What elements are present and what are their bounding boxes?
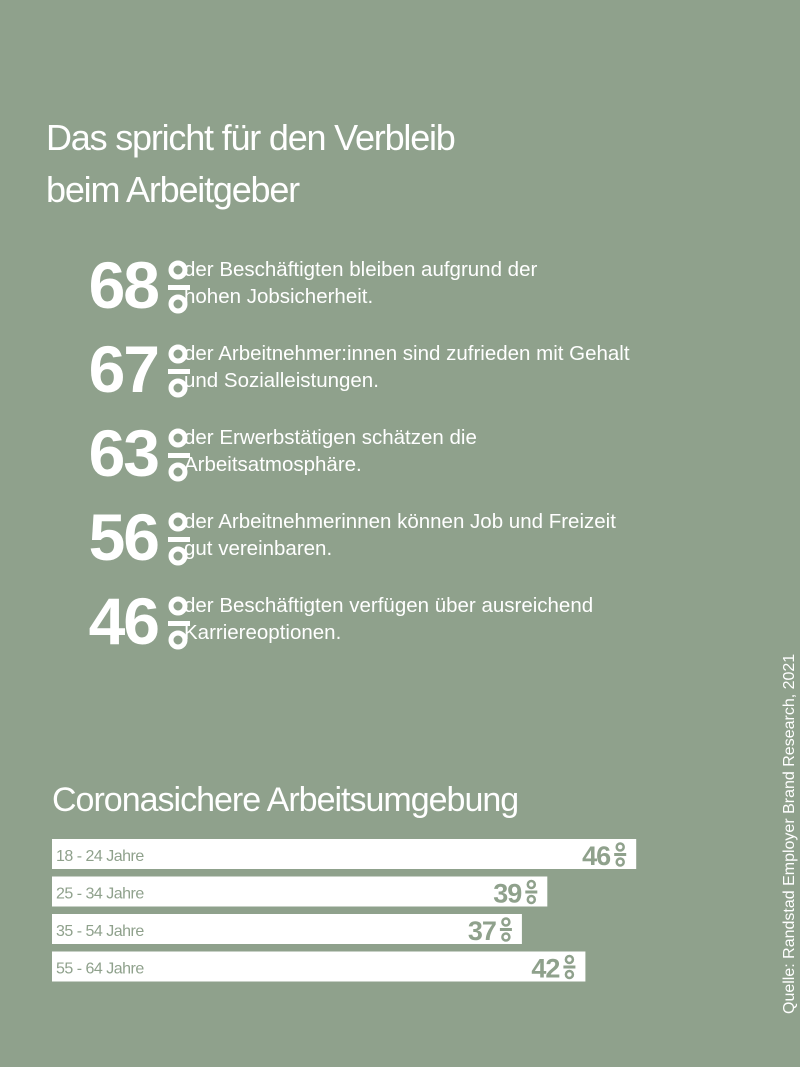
chart-title: Coronasichere Arbeitsumgebung: [52, 781, 519, 819]
source-note: Quelle: Randstad Employer Brand Research…: [781, 653, 798, 1014]
stat-value: 68: [88, 248, 160, 322]
percent-dot-top: [526, 879, 537, 890]
headline-line-2: beim Arbeitgeber: [46, 169, 300, 210]
stat-description: der Erwerbstätigen schätzen die Arbeitsa…: [184, 426, 477, 476]
bar: [52, 914, 522, 944]
percent-sign-icon: [168, 428, 190, 482]
stat-value: 56: [88, 500, 160, 574]
stat-row: 68 der Beschäftigten bleiben aufgrund de…: [46, 250, 766, 320]
stat-description: der Beschäftigten bleiben aufgrund der h…: [184, 258, 538, 308]
stat-value: 67: [88, 332, 160, 406]
percent-bar: [614, 853, 627, 856]
percent-sign-icon: [563, 954, 576, 980]
percent-bar: [563, 965, 576, 969]
percent-sign-icon: [168, 512, 190, 566]
percent-dot-bottom: [526, 894, 537, 905]
percent-dot-bottom: [501, 932, 511, 942]
bar: [52, 876, 548, 907]
bar-category-label: 35 - 54 Jahre: [56, 923, 144, 940]
bar-value-label: 37: [468, 916, 496, 946]
percent-sign-icon: [525, 879, 538, 905]
stat-row: 63 der Erwerbstätigen schätzen die Arbei…: [46, 418, 766, 488]
percent-sign-icon: [168, 344, 190, 398]
percent-sign-icon: [168, 596, 190, 650]
percent-dot-top: [564, 954, 575, 965]
percent-dot-bottom: [564, 969, 575, 980]
stat-row: 56 der Arbeitnehmerinnen können Job und …: [46, 502, 766, 572]
bar-value-label: 39: [493, 879, 522, 909]
bar-value-label: 42: [531, 954, 559, 984]
percent-dot-top: [501, 917, 511, 927]
bar-value-label: 46: [582, 841, 611, 871]
percent-dot-top: [615, 842, 625, 852]
percent-sign-icon: [614, 842, 627, 867]
percent-sign-icon: [499, 917, 512, 942]
headline-line-1: Das spricht für den Verbleib: [46, 117, 456, 158]
stat-value: 63: [88, 416, 160, 490]
bar-category-label: 18 - 24 Jahre: [56, 848, 144, 865]
bar: [52, 951, 586, 982]
stat-description: der Beschäftigten verfügen über ausreich…: [184, 594, 594, 644]
percent-bar: [499, 928, 512, 931]
percent-sign-icon: [168, 260, 190, 314]
stat-row: 67 der Arbeitnehmer:innen sind zufrieden…: [46, 334, 766, 404]
stat-description: der Arbeitnehmerinnen können Job und Fre…: [184, 510, 616, 560]
bar-category-label: 55 - 64 Jahre: [56, 961, 144, 978]
bar: [52, 839, 637, 869]
bar-category-label: 25 - 34 Jahre: [56, 886, 144, 903]
stat-row: 46 der Beschäftigten verfügen über ausre…: [46, 586, 766, 656]
percent-bar: [525, 890, 538, 894]
stat-description: der Arbeitnehmer:innen sind zufrieden mi…: [184, 342, 630, 392]
headline: Das spricht für den Verbleib beim Arbeit…: [46, 112, 686, 216]
percent-dot-bottom: [615, 857, 625, 867]
stat-value: 46: [88, 584, 160, 658]
